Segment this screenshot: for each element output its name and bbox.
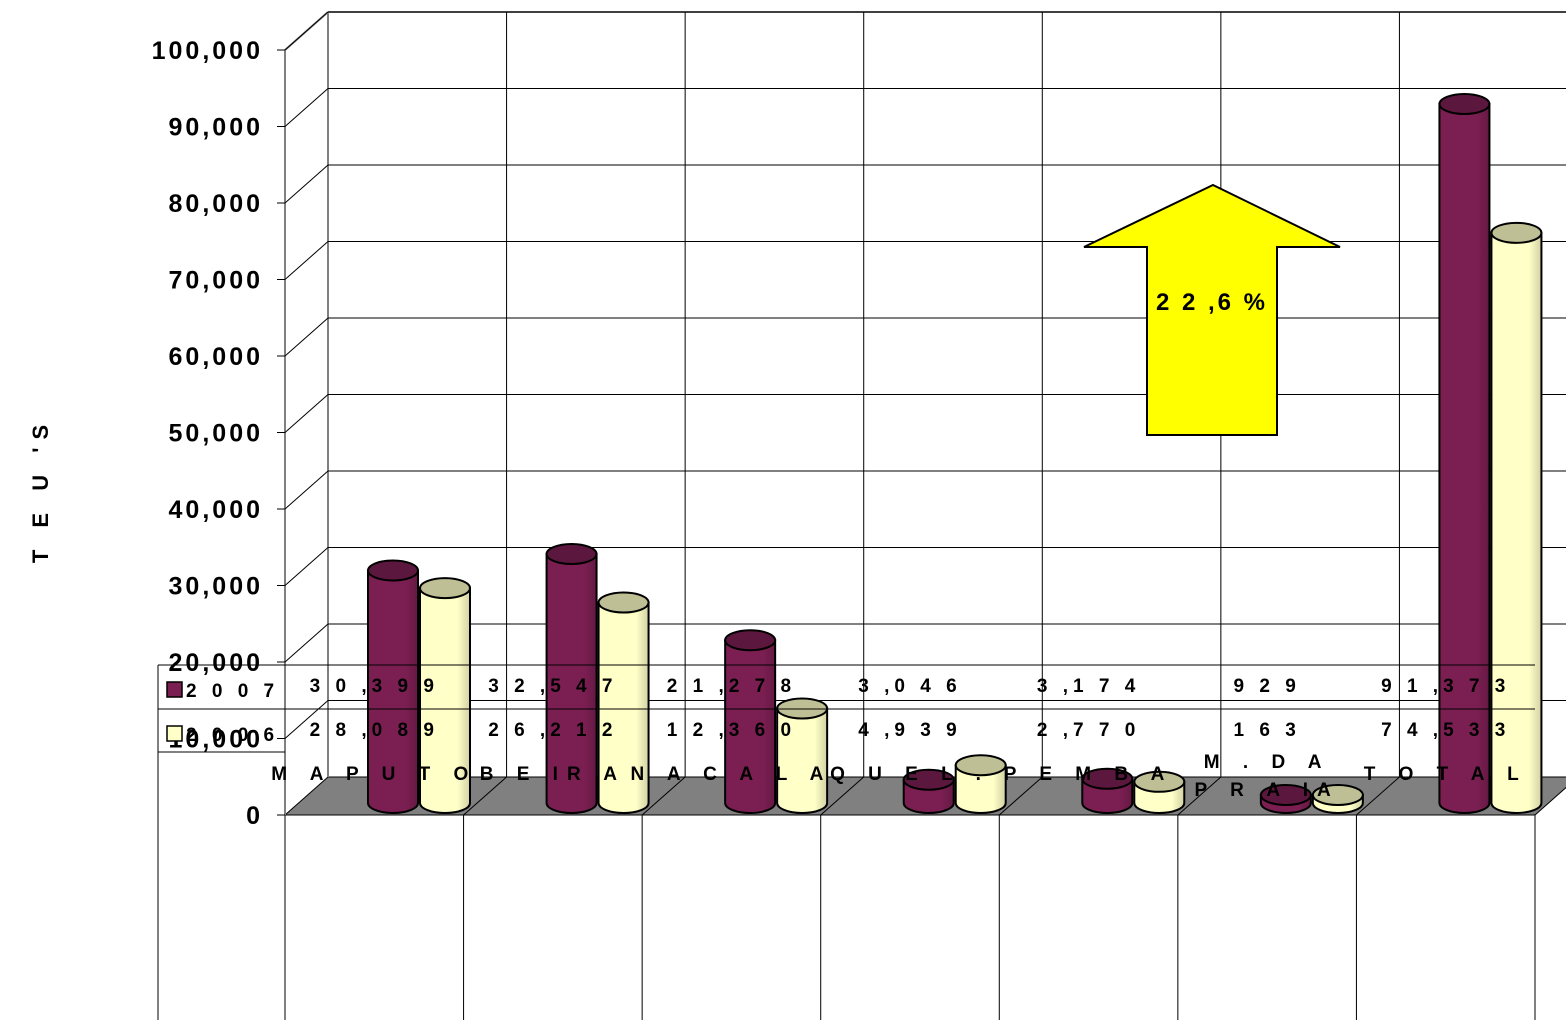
table-value: 3 ,0 4 6: [858, 676, 961, 697]
floor-divider: [998, 776, 1043, 816]
gridline-side: [284, 623, 329, 663]
bar-top: [1081, 767, 1134, 790]
chart-bars: [367, 92, 1543, 814]
bar-top: [1259, 784, 1312, 806]
bar-body: [419, 587, 471, 814]
bar-6-0: [1438, 92, 1491, 814]
y-tick-label: 10,000: [169, 726, 263, 754]
y-tick-label: 0: [246, 802, 263, 830]
table-value: 1 2 ,3 6 0: [667, 720, 796, 741]
up-arrow-shape: [1083, 183, 1341, 436]
bar-3-0: [902, 768, 955, 814]
chart-gridlines: [284, 11, 1566, 816]
bar-body: [724, 639, 777, 814]
table-value: 9 1 ,3 7 3: [1381, 676, 1510, 697]
bar-top: [545, 543, 598, 566]
legend-swatch: [166, 725, 183, 742]
bar-top: [419, 577, 471, 600]
table-value: 1 6 3: [1234, 720, 1301, 741]
bar-body: [1490, 231, 1543, 814]
gridline-side: [284, 317, 329, 357]
floor-divider: [820, 776, 865, 816]
table-value: 9 2 9: [1234, 676, 1301, 697]
category-label: Q U E L .: [830, 764, 990, 785]
bar-2-0: [724, 629, 777, 814]
gridline-side: [284, 11, 329, 51]
y-tick-label: 70,000: [169, 267, 263, 295]
gridline-side: [284, 88, 329, 127]
gridline-side: [284, 164, 329, 204]
table-value: 3 ,1 7 4: [1037, 676, 1140, 697]
table-value: 4 ,9 3 9: [858, 720, 961, 741]
bar-4-1: [1133, 770, 1186, 814]
bar-top: [1490, 221, 1543, 244]
legend-swatch: [166, 681, 183, 698]
table-value: 2 8 ,0 8 9: [310, 720, 439, 741]
category-label: B E IR A: [480, 764, 626, 785]
y-tick-label: 40,000: [169, 496, 263, 524]
table-value: 3 2 ,5 4 7: [488, 676, 617, 697]
bar-top: [1438, 92, 1491, 115]
legend-series-label: 2 0 0 7: [186, 681, 279, 702]
floor-divider: [463, 776, 507, 816]
bar-top: [367, 559, 419, 582]
floor-divider: [641, 776, 686, 816]
bar-4-0: [1081, 767, 1134, 814]
y-tick-label: 90,000: [169, 114, 263, 142]
bar-body: [545, 553, 598, 814]
bar-0-1: [419, 577, 471, 814]
gridline-side: [284, 241, 329, 280]
gridline-side: [284, 394, 329, 433]
bar-body: [1438, 102, 1491, 814]
category-label: P R A IA: [1195, 780, 1340, 801]
category-label: M A P U T O: [271, 764, 477, 785]
floor-divider: [1356, 776, 1400, 816]
y-tick-label: 100,000: [152, 37, 263, 65]
table-value: 3 0 ,3 9 9: [310, 676, 439, 697]
growth-arrow-annotation: 2 2 ,6 %: [1083, 183, 1341, 436]
y-tick-label: 50,000: [169, 420, 263, 448]
y-axis-label: T E U 'S: [28, 417, 53, 563]
y-tick-label: 30,000: [169, 573, 263, 601]
bar-3-1: [954, 754, 1007, 814]
category-label: P E M B A: [1004, 764, 1174, 785]
table-value: 2 ,7 7 0: [1037, 720, 1140, 741]
gridline-side: [284, 547, 329, 586]
bar-body: [597, 601, 650, 814]
bar-6-1: [1490, 221, 1543, 814]
bar-top: [954, 754, 1007, 777]
arrow-percent-label: 2 2 ,6 %: [1156, 289, 1268, 316]
bar-top: [724, 629, 777, 652]
bar-1-0: [545, 543, 598, 814]
legend-series-label: 2 0 0 6: [186, 725, 279, 746]
floor-divider: [1177, 776, 1222, 816]
category-label: M . D A: [1204, 752, 1331, 773]
bar-top: [597, 591, 650, 614]
bar-2-1: [776, 697, 829, 814]
bar-0-0: [367, 559, 419, 814]
bar-body: [367, 569, 419, 814]
bar-top: [1133, 770, 1186, 793]
bar-5-0: [1259, 784, 1312, 814]
y-tick-label: 60,000: [169, 343, 263, 371]
bar-top: [776, 697, 829, 720]
y-tick-label: 20,000: [169, 649, 263, 677]
bar-top: [1311, 784, 1364, 806]
table-value: 2 6 ,2 1 2: [488, 720, 617, 741]
y-tick-label: 80,000: [169, 190, 263, 218]
category-label: N A C A L A: [631, 764, 833, 785]
table-value: 2 1 ,2 7 8: [667, 676, 796, 697]
bar-top: [902, 768, 955, 791]
table-value: 7 4 ,5 3 3: [1381, 720, 1510, 741]
gridline-side: [284, 470, 329, 510]
category-label: T O T A L: [1364, 764, 1528, 785]
bar-body: [954, 764, 1007, 814]
bar-1-1: [597, 591, 650, 814]
gridline-side: [284, 700, 329, 739]
bar-5-1: [1311, 784, 1364, 814]
y-axis-ticks: 0 10,000 20,000 30,000 40,000 50,000 60,000 70,…: [152, 37, 285, 830]
bar-body: [776, 707, 829, 814]
